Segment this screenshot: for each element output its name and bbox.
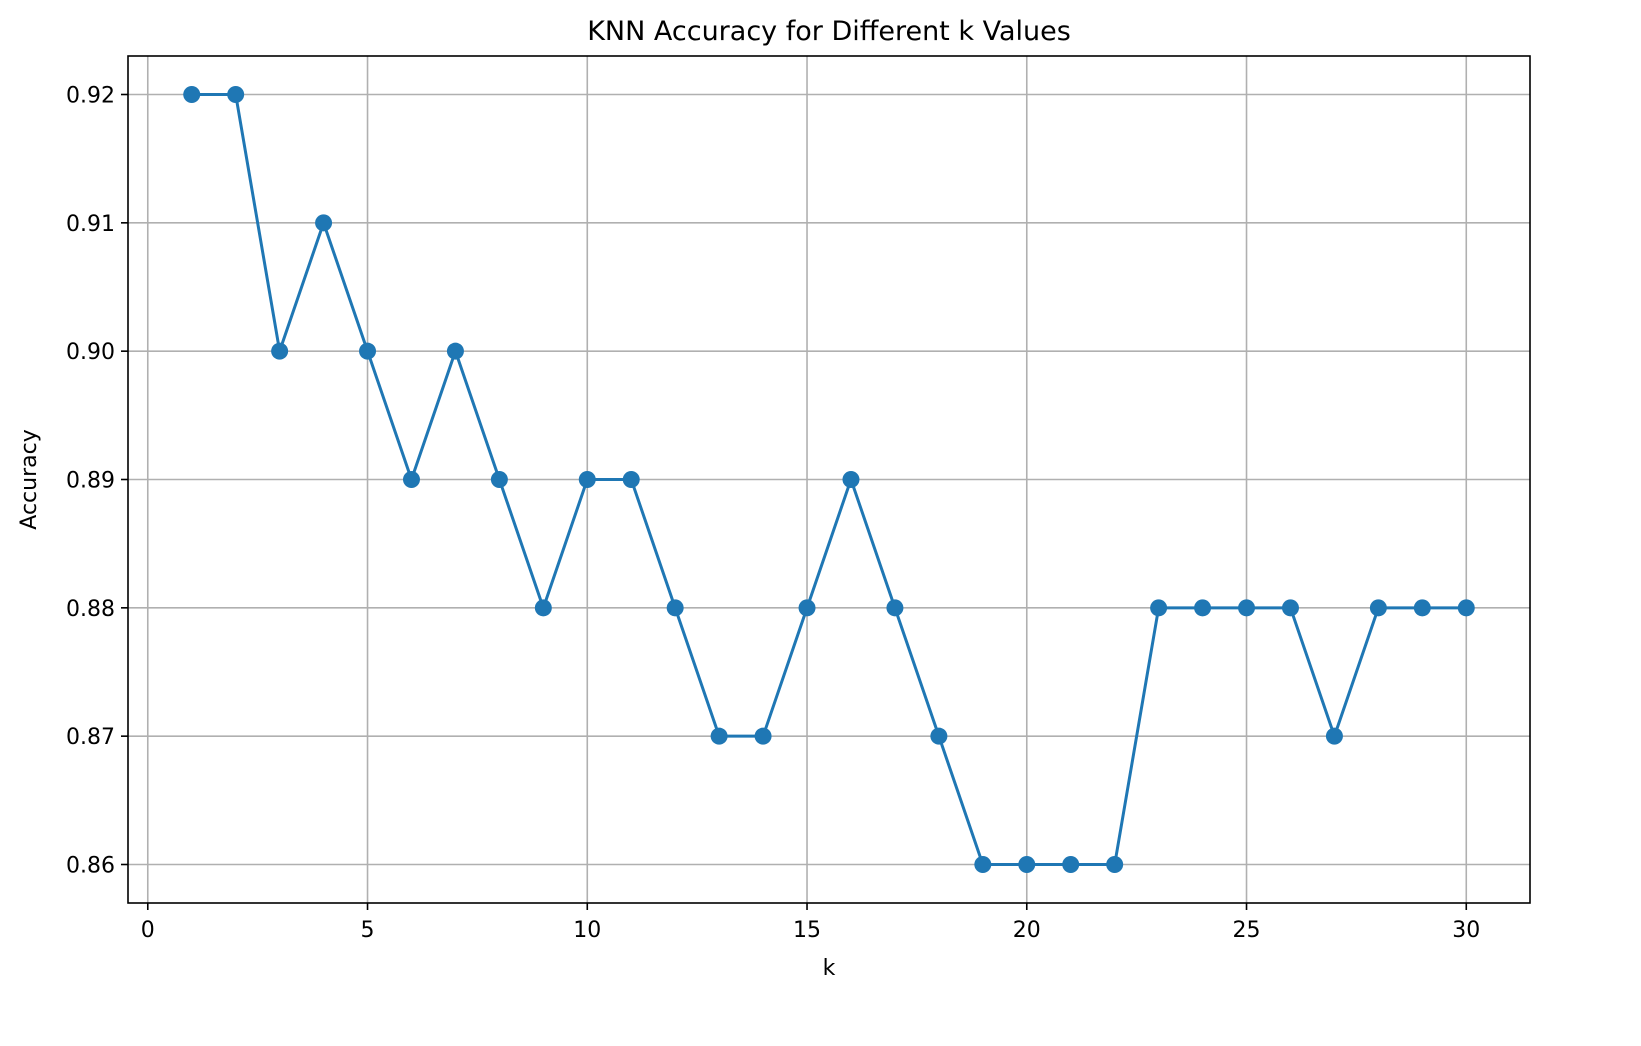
data-point bbox=[402, 471, 420, 488]
data-point bbox=[1106, 856, 1124, 873]
data-point bbox=[1281, 599, 1299, 617]
data-point bbox=[974, 856, 992, 873]
y-tick-label: 0.87 bbox=[66, 725, 115, 750]
x-tick-label: 0 bbox=[141, 918, 155, 943]
data-point bbox=[622, 471, 640, 488]
data-point bbox=[1325, 727, 1343, 745]
data-point bbox=[1413, 599, 1431, 617]
data-point bbox=[490, 471, 508, 488]
data-point bbox=[666, 599, 684, 617]
data-point bbox=[1150, 599, 1168, 617]
data-point bbox=[359, 342, 377, 360]
y-tick-label: 0.90 bbox=[66, 340, 115, 365]
data-point bbox=[930, 727, 948, 745]
y-tick-label: 0.91 bbox=[66, 212, 115, 237]
data-point bbox=[315, 214, 333, 232]
data-point bbox=[534, 599, 552, 617]
series-layer bbox=[183, 86, 1475, 873]
data-point bbox=[578, 471, 596, 488]
y-tick-label: 0.92 bbox=[66, 84, 115, 109]
data-point bbox=[271, 342, 289, 360]
data-point bbox=[1062, 856, 1080, 873]
y-axis-label: Accuracy bbox=[17, 429, 42, 529]
data-point bbox=[183, 86, 201, 103]
y-tick-label: 0.89 bbox=[66, 469, 115, 494]
x-tick-label: 30 bbox=[1452, 918, 1480, 943]
y-tick-label: 0.88 bbox=[66, 597, 115, 622]
axis-ticks: 0 5 10 15 20 25 30 0.86 0.87 0.88 0.89 0.90 0.91 0.92 bbox=[66, 84, 1480, 944]
data-point bbox=[227, 86, 245, 103]
data-point bbox=[710, 727, 728, 745]
data-point bbox=[1238, 599, 1256, 617]
data-point bbox=[798, 599, 816, 617]
data-point bbox=[1018, 856, 1036, 873]
data-point bbox=[754, 727, 772, 745]
x-tick-label: 15 bbox=[793, 918, 821, 943]
x-tick-label: 20 bbox=[1013, 918, 1041, 943]
x-tick-label: 5 bbox=[361, 918, 375, 943]
x-tick-label: 10 bbox=[573, 918, 601, 943]
x-tick-label: 25 bbox=[1233, 918, 1261, 943]
data-point bbox=[842, 471, 860, 488]
data-point bbox=[1457, 599, 1475, 617]
chart-title: KNN Accuracy for Different k Values bbox=[587, 16, 1071, 47]
data-point bbox=[1369, 599, 1387, 617]
data-point bbox=[1194, 599, 1212, 617]
data-point bbox=[446, 342, 464, 360]
data-point bbox=[886, 599, 904, 617]
y-tick-label: 0.86 bbox=[66, 854, 115, 879]
x-axis-label: k bbox=[823, 956, 836, 981]
